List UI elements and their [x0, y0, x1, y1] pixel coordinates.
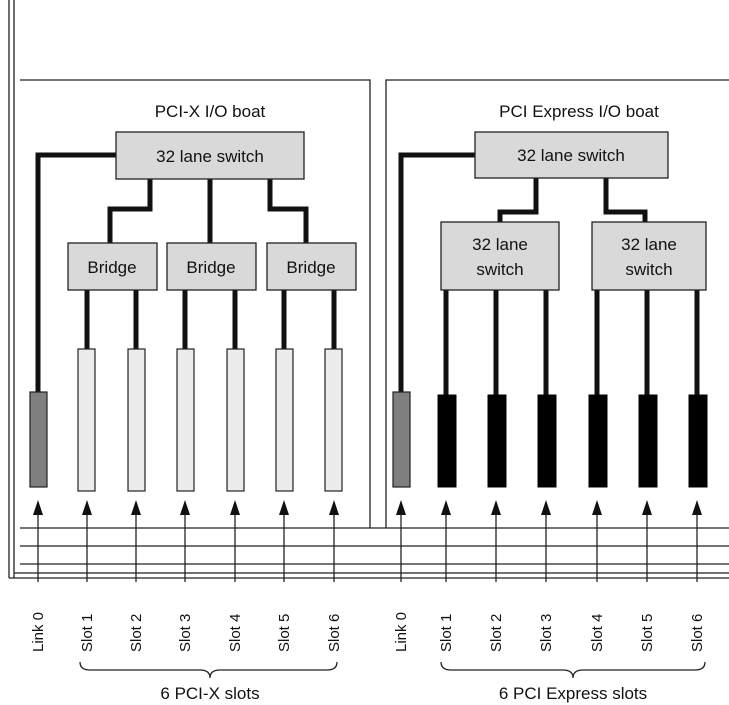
- pcie-label-2: Slot 2: [488, 614, 505, 652]
- pcie-sub-switch-2-line1: 32 lane: [621, 235, 677, 254]
- pci-x-label-1: Slot 1: [79, 614, 96, 652]
- pci-x-label-0: Link 0: [30, 612, 47, 652]
- pci-x-slot2-connector: [127, 348, 146, 492]
- pcie-arrow-head-6: [692, 500, 702, 515]
- pci-express-boat: PCI Express I/O boat 32 lane switch 32 l…: [385, 79, 729, 528]
- pcie-sub-switch-1: [440, 221, 560, 291]
- pcie-arrow-head-2: [491, 500, 501, 515]
- pcie-arrow-head-0: [396, 500, 406, 515]
- pci-x-arrow-head-4: [230, 500, 240, 515]
- pcie-sub-switch-1-line1: 32 lane: [472, 235, 528, 254]
- pci-x-top-switch: [115, 131, 305, 180]
- pci-x-label-5: Slot 5: [276, 614, 293, 652]
- bridge-1-label: Bridge: [87, 258, 136, 277]
- pcie-sub-switch-1-line2: switch: [476, 260, 523, 279]
- pcie-link0-connector: [392, 391, 411, 488]
- pcie-slots-brace: [440, 661, 706, 679]
- pcie-top-switch: [474, 131, 669, 179]
- pci-x-label-3: Slot 3: [177, 614, 194, 652]
- pci-x-arrow-head-2: [131, 500, 141, 515]
- pci-x-slots-label: 6 PCI-X slots: [160, 684, 259, 703]
- pci-x-link0-connector: [29, 391, 48, 488]
- pcie-top-switch-label: 32 lane switch: [517, 146, 625, 165]
- pci-x-boat-frame: [20, 79, 371, 528]
- pci-x-label-4: Slot 4: [227, 614, 244, 652]
- pci-x-slot3-connector: [176, 348, 195, 492]
- pcie-label-4: Slot 4: [589, 614, 606, 652]
- connector-labels: Link 0 Slot 1 Slot 2 Slot 3 Slot 4 Slot 5 Slot…: [30, 612, 706, 652]
- pci-x-arrow-head-3: [180, 500, 190, 515]
- bridge-2-label: Bridge: [186, 258, 235, 277]
- pci-x-label-2: Slot 2: [128, 614, 145, 652]
- pcie-label-3: Slot 3: [538, 614, 555, 652]
- bus-lines: [20, 527, 729, 565]
- pci-x-boat: PCI-X I/O boat 32 lane switch Bridge Bri…: [20, 79, 371, 528]
- pcie-slot3-connector: [537, 394, 557, 488]
- pci-x-wires: [35, 152, 337, 392]
- pcie-slot2-connector: [487, 394, 507, 488]
- pcie-slot6-connector: [688, 394, 708, 488]
- pcie-arrow-head-5: [642, 500, 652, 515]
- pcie-arrow-head-4: [592, 500, 602, 515]
- pci-express-boat-title: PCI Express I/O boat: [499, 102, 659, 121]
- slot-group-braces: [79, 661, 706, 679]
- bridge-2: [166, 242, 257, 291]
- bridge-3-label: Bridge: [286, 258, 335, 277]
- pci-x-arrow-head-0: [33, 500, 43, 515]
- connector-arrows: [33, 500, 702, 582]
- pci-express-boat-frame: [385, 79, 729, 528]
- pci-x-slot6-connector: [324, 348, 343, 492]
- pcie-label-1: Slot 1: [438, 614, 455, 652]
- pcie-slot1-connector: [437, 394, 457, 488]
- pci-x-slot1-connector: [77, 348, 96, 492]
- pci-express-wires: [398, 152, 700, 395]
- pci-x-slots-brace: [79, 661, 338, 679]
- chassis-frame: [8, 0, 729, 579]
- pcie-slot4-connector: [588, 394, 608, 488]
- pcie-label-0: Link 0: [393, 612, 410, 652]
- pci-x-top-switch-label: 32 lane switch: [156, 147, 264, 166]
- pcie-arrow-head-1: [441, 500, 451, 515]
- pcie-label-5: Slot 5: [639, 614, 656, 652]
- pci-x-slot5-connector: [275, 348, 294, 492]
- pcie-slots-label: 6 PCI Express slots: [499, 684, 647, 703]
- pci-x-boat-title: PCI-X I/O boat: [155, 102, 266, 121]
- bridge-3: [266, 242, 357, 291]
- pci-x-arrow-head-5: [279, 500, 289, 515]
- pcie-sub-switch-2: [591, 221, 707, 291]
- pcie-label-6: Slot 6: [689, 614, 706, 652]
- pcie-arrow-head-3: [541, 500, 551, 515]
- pci-x-label-6: Slot 6: [326, 614, 343, 652]
- pci-x-arrow-head-1: [82, 500, 92, 515]
- pci-x-arrow-head-6: [329, 500, 339, 515]
- bridge-1: [67, 242, 158, 291]
- pcie-sub-switch-2-line2: switch: [625, 260, 672, 279]
- pci-x-slot4-connector: [226, 348, 245, 492]
- pcie-slot5-connector: [638, 394, 658, 488]
